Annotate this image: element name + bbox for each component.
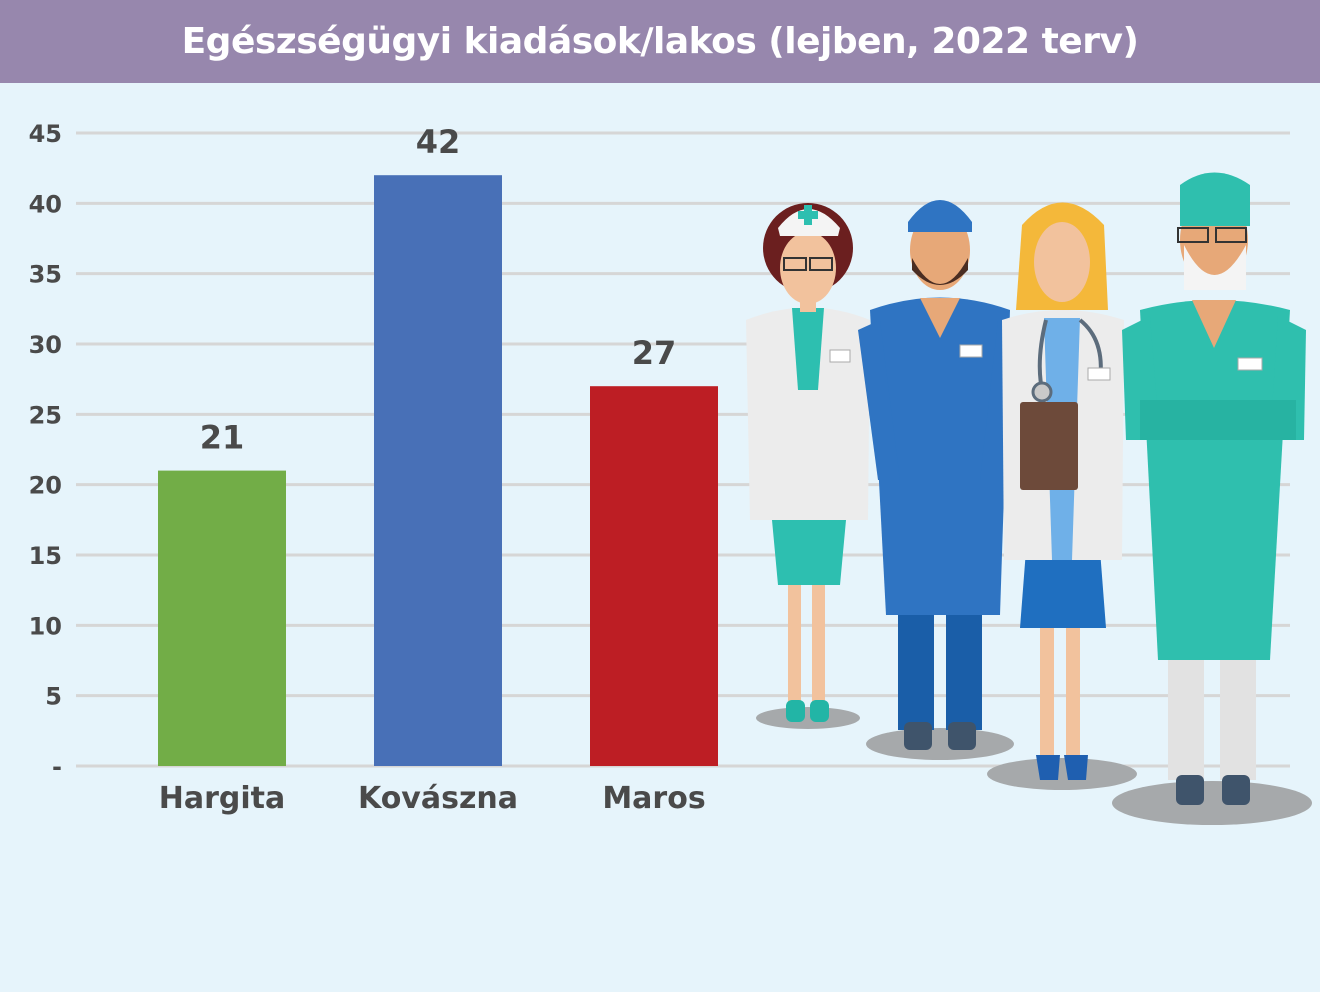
y-tick-label: 10 [29, 612, 62, 640]
bar-kovászna [374, 175, 502, 766]
y-tick-label: 15 [29, 542, 62, 570]
x-category-label: Hargita [159, 781, 286, 816]
bar-value-label: 27 [632, 334, 677, 372]
y-tick-label: 20 [29, 472, 62, 500]
y-tick-label: 30 [29, 331, 62, 359]
surgeon-icon [1112, 172, 1312, 825]
y-tick-label: 35 [29, 261, 62, 289]
bar-value-label: 42 [416, 123, 461, 161]
chart-title: Egészségügyi kiadások/lakos (lejben, 202… [181, 21, 1139, 62]
y-tick-label: 45 [29, 120, 62, 148]
doctor-stethoscope-icon [987, 202, 1137, 790]
bar-value-label: 21 [200, 419, 245, 457]
doctor-blue-scrubs-icon [858, 200, 1020, 760]
bar-maros [590, 386, 718, 766]
title-bar: Egészségügyi kiadások/lakos (lejben, 202… [0, 0, 1320, 83]
x-category-label: Maros [602, 781, 705, 816]
y-tick-label: 40 [29, 190, 62, 218]
nurse-icon [746, 203, 870, 729]
x-category-label: Kovászna [358, 781, 518, 816]
y-tick-label: 25 [29, 401, 62, 429]
bar-hargita [158, 470, 286, 766]
y-tick-label: 5 [45, 683, 62, 711]
y-tick-label: - [52, 753, 62, 781]
